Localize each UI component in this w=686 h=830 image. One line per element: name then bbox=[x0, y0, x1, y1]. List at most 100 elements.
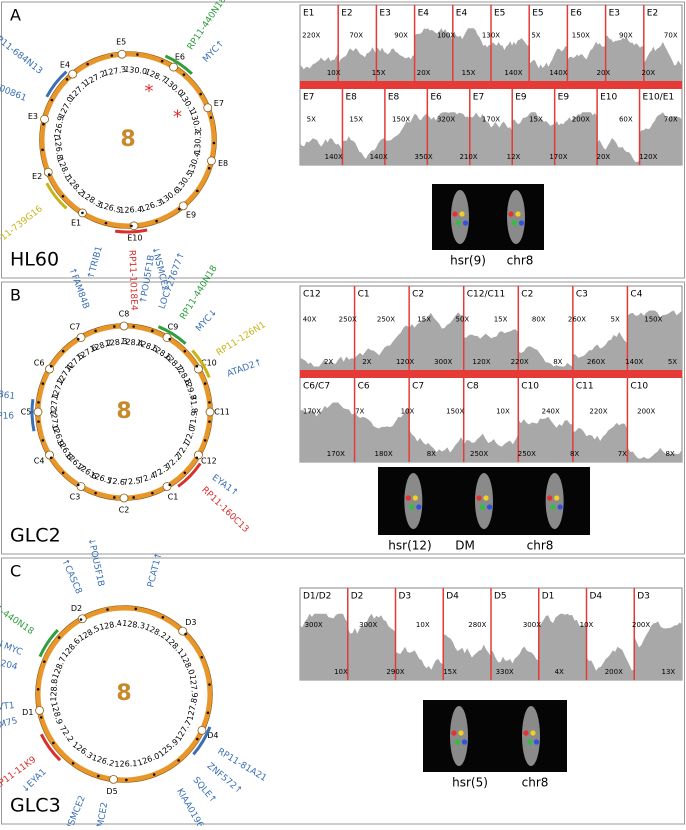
coverage-label: 2X bbox=[324, 358, 333, 366]
coordinate-label: 71.8 bbox=[188, 395, 199, 414]
fish-signal bbox=[455, 220, 462, 226]
coverage-label: 12X bbox=[507, 153, 521, 161]
segment-name: C1 bbox=[358, 290, 370, 300]
coverage-profile bbox=[469, 112, 513, 165]
coverage-profile bbox=[572, 422, 628, 462]
coordinate-tick bbox=[203, 382, 207, 385]
chromosome-ring-edge bbox=[35, 605, 213, 783]
gene-label: RP11-440N18 bbox=[0, 594, 36, 637]
fish-signal bbox=[416, 504, 422, 510]
coverage-profile bbox=[463, 433, 519, 462]
segment-name: C3 bbox=[576, 290, 588, 300]
coordinate-tick bbox=[132, 325, 135, 328]
gene-label: RP11-739G16 bbox=[0, 204, 45, 250]
fish-signal bbox=[486, 504, 493, 510]
coverage-label: 15X bbox=[462, 69, 476, 77]
asterisk: * bbox=[144, 81, 153, 102]
chromosome bbox=[545, 473, 564, 529]
coverage-profile bbox=[443, 634, 491, 680]
fish-signal bbox=[508, 211, 514, 217]
segment-name: C11 bbox=[576, 382, 594, 392]
coverage-label: 140X bbox=[504, 69, 522, 77]
segment-label: C12 bbox=[201, 457, 217, 466]
coordinate-label: 128.6 bbox=[60, 636, 82, 659]
gene-label: ↓POU5F1B bbox=[85, 537, 105, 587]
coverage-profile bbox=[518, 416, 573, 462]
fish-signal bbox=[461, 739, 468, 745]
coordinate-tick bbox=[41, 382, 45, 385]
coverage-profile bbox=[414, 28, 453, 81]
circle-center: 8 bbox=[120, 127, 135, 152]
gene-label: TMEM75 bbox=[0, 716, 19, 735]
chromosome-ring bbox=[39, 51, 217, 229]
panel-frame bbox=[1, 281, 685, 555]
segment-label: C7 bbox=[70, 323, 81, 332]
fish-signal bbox=[483, 495, 489, 501]
segment-name: E6 bbox=[430, 93, 442, 103]
coordinate-tick bbox=[43, 660, 46, 663]
segment-name: E3 bbox=[379, 9, 390, 19]
coordinate-tick bbox=[86, 62, 89, 66]
coverage-profile bbox=[597, 138, 640, 165]
coordinate-tick bbox=[41, 439, 45, 442]
coverage-label: 300X bbox=[523, 621, 541, 629]
coordinate-tick bbox=[37, 420, 40, 423]
coverage-label: 10X bbox=[496, 408, 510, 416]
coverage-label: 8X bbox=[665, 450, 674, 458]
segment-name: C4 bbox=[630, 290, 642, 300]
coverage-label: 170X bbox=[303, 408, 321, 416]
coverage-profile bbox=[512, 112, 555, 165]
coordinate-tick bbox=[125, 778, 128, 782]
coverage-label: 350X bbox=[415, 153, 433, 161]
circle-center: 8 bbox=[116, 681, 131, 706]
coverage-label: 250X bbox=[377, 316, 395, 324]
coordinate-tick bbox=[200, 655, 204, 659]
coordinate-tick bbox=[110, 54, 114, 57]
coordinate-label: 130.3 bbox=[193, 131, 203, 154]
segment-name: D1 bbox=[542, 592, 555, 602]
fish-signal bbox=[557, 504, 563, 510]
segment-name: C6/C7 bbox=[303, 382, 330, 392]
coordinate-label: 126.4 bbox=[119, 205, 142, 215]
chromosome-ring bbox=[35, 605, 213, 783]
fish-signal bbox=[412, 495, 418, 501]
segment-name: E4 bbox=[418, 9, 430, 19]
coverage-profile bbox=[627, 310, 682, 370]
coverage-label: 10X bbox=[334, 668, 348, 676]
segment-name: E5 bbox=[532, 9, 543, 19]
coordinate-label: 128.8 bbox=[49, 678, 59, 701]
coverage-label: 120X bbox=[472, 358, 490, 366]
coverage-label: 7X bbox=[355, 408, 364, 416]
coordinate-tick bbox=[212, 141, 216, 145]
coverage-label: 240X bbox=[542, 408, 560, 416]
coordinate-tick bbox=[42, 122, 45, 126]
gene-label: ↑POU5F1B bbox=[139, 254, 157, 304]
fish-signal bbox=[459, 211, 465, 217]
gene-label: RP11-615P16 bbox=[0, 411, 15, 423]
segment-label: D2 bbox=[71, 604, 82, 613]
coverage-label: 170X bbox=[482, 115, 500, 123]
segment-junction bbox=[205, 407, 215, 417]
coordinate-tick bbox=[76, 483, 80, 487]
coordinate-tick bbox=[81, 211, 84, 215]
segment-junction bbox=[77, 614, 87, 624]
fish-signal bbox=[554, 495, 560, 501]
coverage-label: 290X bbox=[386, 668, 404, 676]
fish-signal bbox=[454, 739, 461, 745]
segment-name: E9 bbox=[515, 93, 527, 103]
segment-name: E2 bbox=[341, 9, 352, 19]
coverage-label: 70X bbox=[664, 115, 678, 123]
fish-signal bbox=[526, 739, 533, 745]
segment-label: E2 bbox=[32, 172, 42, 181]
coverage-profile bbox=[452, 28, 491, 81]
coverage-label: 70X bbox=[664, 31, 678, 39]
coordinate-tick bbox=[208, 683, 211, 686]
gene-label: MYC↑ bbox=[201, 39, 227, 65]
coordinate-tick bbox=[151, 491, 154, 495]
segment-junction bbox=[169, 62, 178, 72]
bac-arc bbox=[38, 629, 59, 658]
coverage-label: 140X bbox=[549, 69, 567, 77]
bac-arc bbox=[177, 462, 202, 488]
segment-name: E2 bbox=[647, 9, 658, 19]
row-separator bbox=[300, 81, 682, 89]
